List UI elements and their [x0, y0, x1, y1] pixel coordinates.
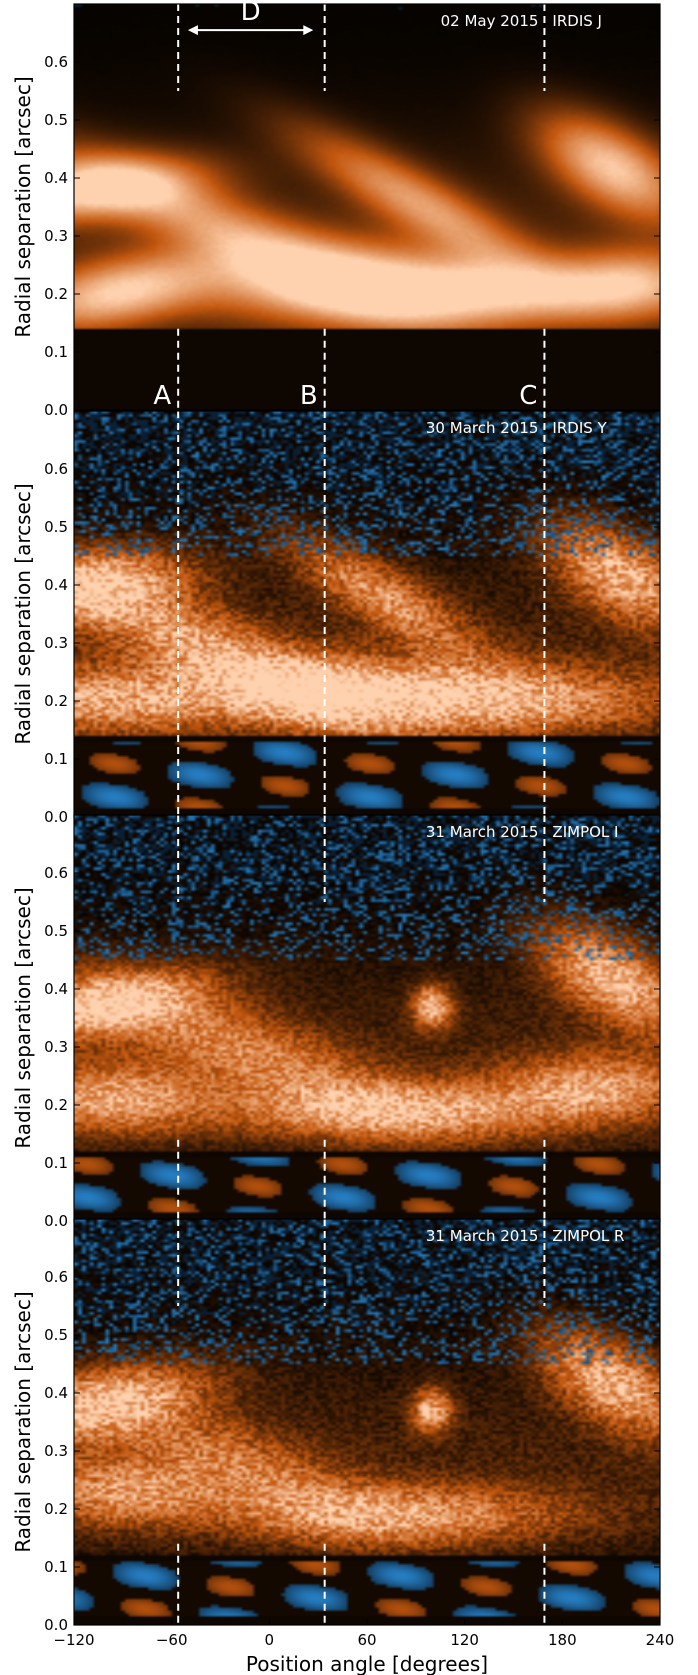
y-tick-label: 0.6: [44, 864, 68, 882]
span-arrow-head-left: [187, 25, 198, 36]
y-tick-label: 0.2: [44, 285, 68, 303]
y-tick-label: 0.3: [44, 634, 68, 652]
panel-instrument: IRDIS Y: [552, 419, 607, 437]
y-tick-label: 0.0: [44, 1212, 68, 1230]
panel-date: 30 March 2015: [426, 419, 539, 437]
y-tick-label: 0.5: [44, 111, 68, 129]
y-tick-label: 0.2: [44, 1096, 68, 1114]
y-tick-label: 0.2: [44, 1500, 68, 1518]
x-tick-label: 120: [450, 1631, 479, 1649]
y-tick-label: 0.1: [44, 343, 68, 361]
x-tick-label: 60: [357, 1631, 376, 1649]
panel-instrument: ZIMPOL R: [552, 1227, 624, 1245]
y-tick-label: 0.5: [44, 922, 68, 940]
y-tick-label: 0.4: [44, 980, 68, 998]
y-tick-label: 0.0: [44, 401, 68, 419]
x-axis-label: Position angle [degrees]: [246, 1652, 488, 1675]
x-tick-label: 0: [265, 1631, 275, 1649]
y-tick-label: 0.4: [44, 169, 68, 187]
x-tick-label: −60: [156, 1631, 188, 1649]
x-tick-label: 180: [548, 1631, 577, 1649]
panel-date: 31 March 2015: [426, 823, 539, 841]
reference-label-a: A: [153, 381, 171, 411]
y-tick-label: 0.2: [44, 692, 68, 710]
heatmap-image: [74, 411, 660, 817]
span-label: D: [241, 0, 261, 27]
panel-1: A B C 02 May 2015 IRDIS J 0.0 0.1 0.2 0.3 0.4 0.5 0…: [11, 3, 661, 419]
panel-instrument: IRDIS J: [552, 12, 602, 30]
y-axis-label: Radial separation [arcsec]: [11, 887, 35, 1148]
x-tick-label: 240: [646, 1631, 675, 1649]
panel-date: 02 May 2015: [441, 12, 539, 30]
y-tick-label: 0.6: [44, 53, 68, 71]
reference-label-c: C: [519, 381, 537, 411]
panel-frame: [73, 3, 661, 411]
span-arrow-head-right: [303, 25, 314, 36]
x-tick-label: −120: [53, 1631, 94, 1649]
y-tick-label: 0.1: [44, 750, 68, 768]
y-tick-label: 0.1: [44, 1558, 68, 1576]
y-tick-label: 0.3: [44, 227, 68, 245]
y-tick-label: 0.4: [44, 1384, 68, 1402]
panel-2: 30 March 2015 IRDIS Y 0.0 0.1 0.2 0.3 0.4 0.5 0.…: [11, 410, 661, 826]
panel-3: 31 March 2015 ZIMPOL I 0.0 0.1 0.2 0.3 0.4 0.5 0…: [11, 814, 661, 1230]
y-tick-label: 0.0: [44, 1616, 68, 1634]
y-tick-label: 0.6: [44, 460, 68, 478]
panel-date: 31 March 2015: [426, 1227, 539, 1245]
y-tick-label: 0.4: [44, 576, 68, 594]
y-tick-label: 0.5: [44, 518, 68, 536]
y-tick-label: 0.3: [44, 1038, 68, 1056]
y-axis-label: Radial separation [arcsec]: [11, 483, 35, 744]
panel-4: 31 March 2015 ZIMPOL R 0.0 0.1 0.2 0.3 0.4 0.5 0…: [11, 1218, 661, 1634]
y-tick-label: 0.5: [44, 1326, 68, 1344]
panel-instrument: ZIMPOL I: [552, 823, 618, 841]
y-axis-label: Radial separation [arcsec]: [11, 76, 35, 337]
heatmap-image: [74, 1219, 660, 1625]
y-axis-label: Radial separation [arcsec]: [11, 1291, 35, 1552]
reference-label-b: B: [300, 381, 318, 411]
y-tick-label: 0.0: [44, 808, 68, 826]
y-tick-label: 0.1: [44, 1154, 68, 1172]
y-tick-label: 0.6: [44, 1268, 68, 1286]
heatmap-image: [74, 4, 660, 410]
heatmap-image: [74, 815, 660, 1221]
y-tick-label: 0.3: [44, 1442, 68, 1460]
